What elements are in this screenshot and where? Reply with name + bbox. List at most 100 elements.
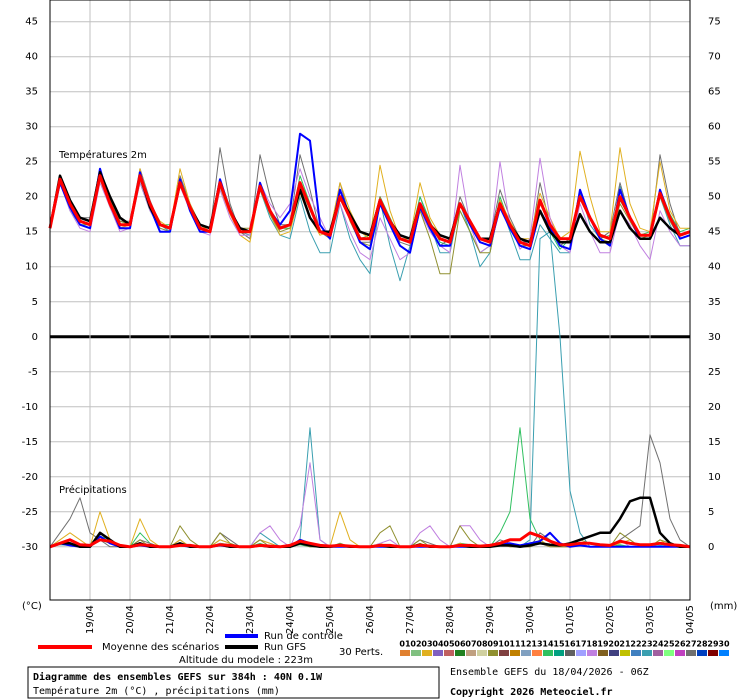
perturbation-swatch xyxy=(488,650,498,656)
y-tick-label: -15 xyxy=(22,437,38,448)
perturbation-swatch xyxy=(499,650,509,656)
perturbation-label: 25 xyxy=(663,640,675,649)
y2-tick-label: 70 xyxy=(708,52,721,63)
y-tick-label: 10 xyxy=(25,262,38,273)
y2-tick-label: 25 xyxy=(708,367,721,378)
y-tick-label: 30 xyxy=(25,122,38,133)
y2-tick-label: 40 xyxy=(708,262,721,273)
y-tick-label: 0 xyxy=(32,332,38,343)
perturbation-label: 24 xyxy=(652,640,664,649)
footer-box xyxy=(27,666,440,699)
perturbation-swatch xyxy=(400,650,410,656)
footer-title: Diagramme des ensembles GEFS sur 384h : … xyxy=(33,671,323,683)
y-unit: (°C) xyxy=(22,601,42,612)
y-tick-label: 15 xyxy=(25,227,38,238)
y2-tick-label: 15 xyxy=(708,437,721,448)
perturbation-swatch xyxy=(664,650,674,656)
perturbation-label: 01 xyxy=(399,640,411,649)
x-tick-label: 01/05 xyxy=(565,605,576,634)
y-tick-label: -5 xyxy=(28,367,38,378)
y-tick-label: 25 xyxy=(25,157,38,168)
run-info: Ensemble GEFS du 18/04/2026 - 06Z xyxy=(450,667,649,678)
perturbation-swatch xyxy=(510,650,520,656)
y2-tick-label: 50 xyxy=(708,192,721,203)
perturbation-swatch xyxy=(466,650,476,656)
y2-tick-label: 30 xyxy=(708,332,721,343)
perturbation-swatch xyxy=(708,650,718,656)
perturbation-swatch xyxy=(455,650,465,656)
perturbation-legend: 01 02 03 04 05 06 07 08 09 10 11 12 13 14 15 16 17 18 19 20… xyxy=(399,640,730,656)
perturbation-label: 20 xyxy=(608,640,620,649)
perturbation-label: 28 xyxy=(696,640,708,649)
perturbation-label: 16 xyxy=(564,640,576,649)
perturbation-swatch xyxy=(609,650,619,656)
x-tick-label: 04/05 xyxy=(685,605,696,634)
perturbation-label: 19 xyxy=(597,640,609,649)
legend-label: Moyenne des scénarios xyxy=(102,641,219,653)
perturbation-swatch xyxy=(653,650,663,656)
perturbation-swatch xyxy=(697,650,707,656)
x-tick-label: 22/04 xyxy=(205,605,216,634)
perturbation-label: 10 xyxy=(498,640,510,649)
y-tick-label: 45 xyxy=(25,17,38,28)
perturbation-label: 17 xyxy=(575,640,586,649)
perturbation-label: 09 xyxy=(487,640,499,649)
legend-label: 30 Perts. xyxy=(339,647,383,658)
perturbation-swatch xyxy=(631,650,641,656)
temperature-line xyxy=(48,174,691,248)
perturbation-swatch xyxy=(477,650,487,656)
y-tick-label: -25 xyxy=(22,507,38,518)
x-tick-label: 27/04 xyxy=(405,605,416,634)
perturbation-swatch xyxy=(719,650,729,656)
y2-unit: (mm) xyxy=(710,601,737,612)
perturbation-swatch xyxy=(565,650,575,656)
perturbation-label: 12 xyxy=(520,640,531,649)
altitude: Altitude du modele : 223m xyxy=(179,655,313,666)
perturbation-swatch xyxy=(433,650,443,656)
y-tick-label: 35 xyxy=(25,87,38,98)
perturbation-swatch xyxy=(642,650,652,656)
y2-tick-label: 65 xyxy=(708,87,721,98)
panel-label: Précipitations xyxy=(59,484,127,496)
perturbation-label: 22 xyxy=(630,640,641,649)
y2-tick-label: 60 xyxy=(708,122,721,133)
perturbation-label: 26 xyxy=(674,640,686,649)
plot-border xyxy=(49,0,691,601)
perturbation-swatch xyxy=(543,650,553,656)
perturbation-label: 18 xyxy=(586,640,598,649)
perturbation-label: 23 xyxy=(641,640,652,649)
x-tick-label: 24/04 xyxy=(285,605,296,634)
perturbation-swatch xyxy=(675,650,685,656)
perturbation-swatch xyxy=(576,650,586,656)
perturbation-label: 29 xyxy=(707,640,719,649)
perturbation-label: 05 xyxy=(443,640,455,649)
legend-label: Run GFS xyxy=(264,642,306,653)
perturbation-swatch xyxy=(554,650,564,656)
perturbation-label: 03 xyxy=(421,640,432,649)
perturbation-swatch xyxy=(521,650,531,656)
perturbation-swatch xyxy=(686,650,696,656)
perturbation-swatch xyxy=(411,650,421,656)
perturbation-label: 15 xyxy=(553,640,565,649)
x-tick-label: 03/05 xyxy=(645,605,656,634)
y2-tick-label: 55 xyxy=(708,157,721,168)
precip-line xyxy=(49,531,691,549)
y2-tick-label: 35 xyxy=(708,297,721,308)
footer-subtitle: Température 2m (°C) , précipitations (mm… xyxy=(33,685,280,697)
y2-tick-label: 75 xyxy=(708,17,721,28)
y2-tick-label: 0 xyxy=(708,542,714,553)
perturbation-swatch xyxy=(532,650,542,656)
perturbation-swatch xyxy=(587,650,597,656)
x-tick-label: 30/04 xyxy=(525,605,536,634)
perturbation-label: 21 xyxy=(619,640,631,649)
perturbation-label: 06 xyxy=(454,640,466,649)
perturbation-label: 02 xyxy=(410,640,421,649)
perturbation-swatch xyxy=(598,650,608,656)
y2-tick-label: 45 xyxy=(708,227,721,238)
y-tick-label: 5 xyxy=(32,297,38,308)
x-tick-label: 29/04 xyxy=(485,605,496,634)
lines xyxy=(48,132,691,549)
perturbation-label: 27 xyxy=(685,640,696,649)
legend-label: Run de contrôle xyxy=(264,630,343,642)
